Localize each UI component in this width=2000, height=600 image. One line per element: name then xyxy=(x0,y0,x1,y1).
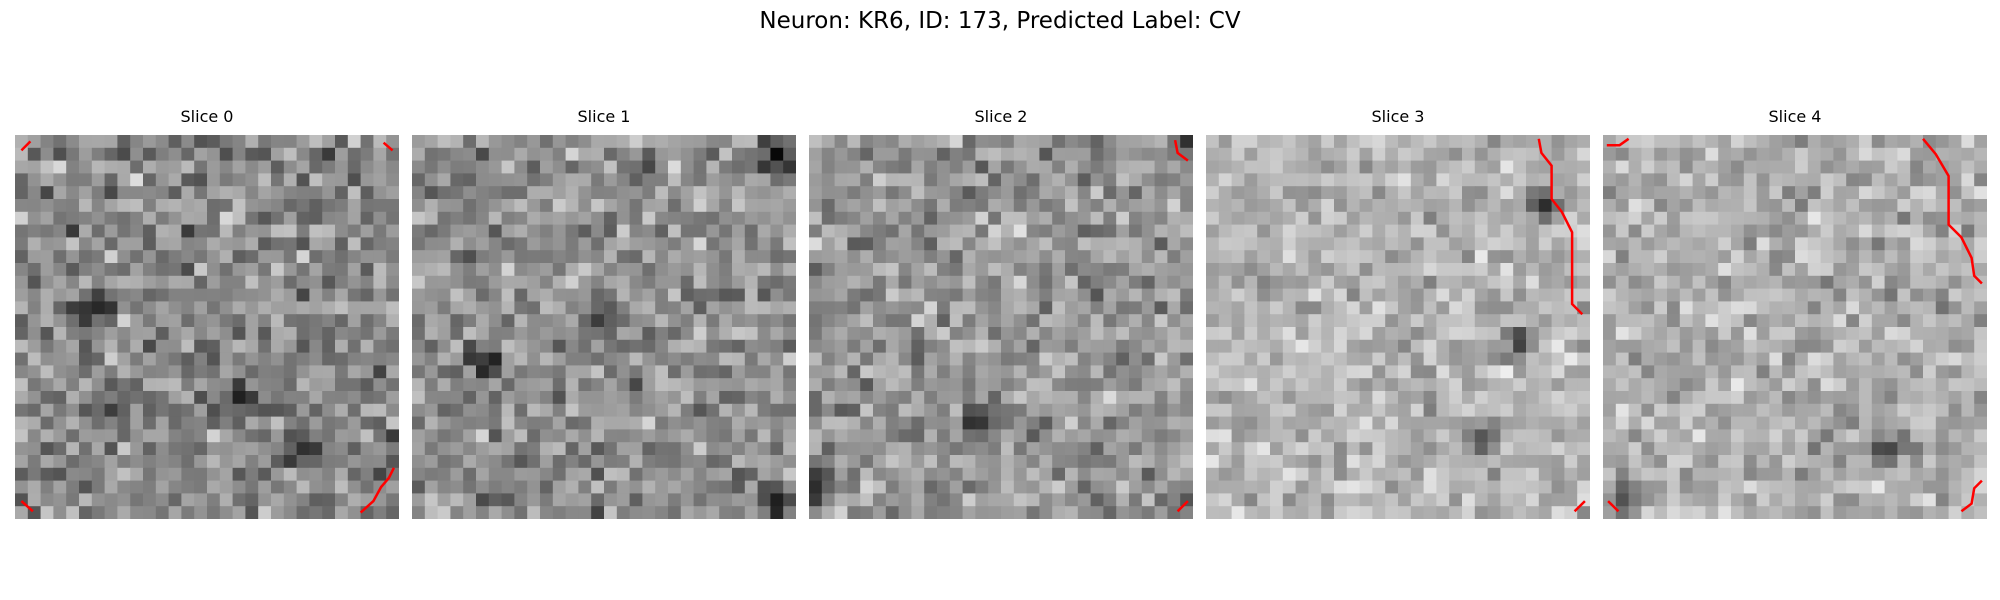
pixel-grid xyxy=(1603,135,1987,519)
slice-image xyxy=(1206,135,1590,519)
contour-line xyxy=(1176,500,1189,513)
contour-line xyxy=(1573,500,1586,513)
contour-line xyxy=(1173,139,1189,162)
contour-line xyxy=(359,467,396,514)
contour-line xyxy=(1606,137,1630,147)
slice-image xyxy=(412,135,796,519)
slice-panel-2: Slice 2 xyxy=(809,107,1193,519)
slice-image xyxy=(1603,135,1987,519)
contour-line xyxy=(1960,479,1983,513)
slice-title: Slice 3 xyxy=(1371,107,1425,126)
figure-title: Neuron: KR6, ID: 173, Predicted Label: C… xyxy=(759,8,1241,34)
pixel-grid xyxy=(15,135,399,519)
slice-panel-4: Slice 4 xyxy=(1603,107,1987,519)
slice-title: Slice 2 xyxy=(974,107,1028,126)
pixel-grid xyxy=(1206,135,1590,519)
slice-image xyxy=(809,135,1193,519)
contour-line xyxy=(1607,500,1620,513)
contour-line xyxy=(20,140,32,152)
pixel-grid xyxy=(809,135,1193,519)
pixel-grid xyxy=(412,135,796,519)
contour-line xyxy=(1922,138,1983,285)
slice-title: Slice 1 xyxy=(577,107,631,126)
slice-panel-3: Slice 3 xyxy=(1206,107,1590,519)
contour-line xyxy=(20,500,34,513)
slice-panel-1: Slice 1 xyxy=(412,107,796,519)
contour-line xyxy=(382,141,394,152)
slice-title: Slice 0 xyxy=(180,107,234,126)
slice-title: Slice 4 xyxy=(1768,107,1822,126)
contour-line xyxy=(1537,138,1584,316)
slice-image xyxy=(15,135,399,519)
slice-panel-0: Slice 0 xyxy=(15,107,399,519)
